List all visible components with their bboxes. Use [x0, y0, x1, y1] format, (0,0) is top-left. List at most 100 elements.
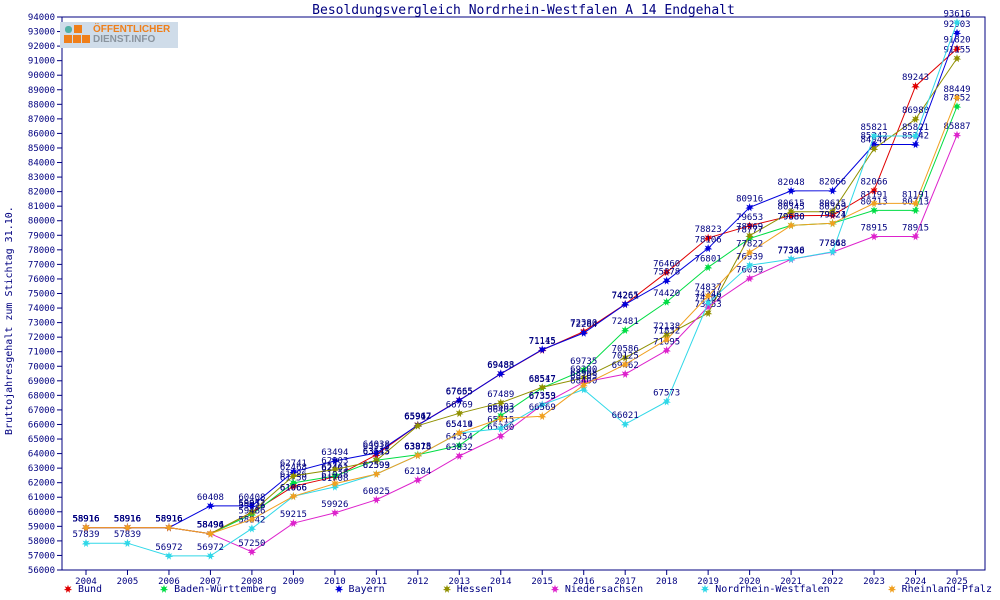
- point-label-bayern: 67655: [446, 387, 473, 397]
- point-label-bayern: 82066: [819, 178, 846, 188]
- x-tick-label: 2018: [656, 577, 678, 587]
- point-label-rheinland-pfalz: 71832: [653, 327, 680, 337]
- data-point-rheinland-pfalz: [206, 529, 215, 538]
- point-label-rheinland-pfalz: 77822: [736, 239, 763, 249]
- data-point-bayern: [579, 328, 588, 337]
- point-label-nordrhein-westfalen: 93616: [943, 10, 970, 20]
- point-label-hessen: 58916: [72, 515, 99, 525]
- y-tick-label: 60000: [28, 508, 55, 518]
- point-label-rheinland-pfalz: 65419: [446, 420, 473, 430]
- legend-label: Nordrhein-Westfalen: [715, 583, 830, 595]
- point-label-bund: 67665: [446, 387, 473, 397]
- legend-item-nordrhein-westfalen: Nordrhein-Westfalen: [699, 583, 830, 595]
- point-label-hessen: 58916: [114, 515, 141, 525]
- data-point-baden-württemberg: [745, 234, 754, 243]
- y-tick-label: 86000: [28, 129, 55, 139]
- point-label-bund: 65962: [404, 412, 431, 422]
- data-point-rheinland-pfalz: [496, 414, 505, 423]
- y-tick-label: 74000: [28, 304, 55, 314]
- point-label-nordrhein-westfalen: 77366: [778, 246, 805, 256]
- data-point-bayern: [952, 28, 962, 37]
- point-label-bayern: 62741: [280, 459, 307, 469]
- data-point-niedersachsen: [455, 451, 464, 460]
- data-point-bayern: [786, 186, 796, 195]
- x-tick-label: 2019: [697, 577, 719, 587]
- data-point-bund: [786, 211, 796, 220]
- y-tick-label: 87000: [28, 115, 55, 125]
- point-label-nordrhein-westfalen: 76939: [736, 252, 763, 262]
- point-label-rheinland-pfalz: 81191: [902, 190, 929, 200]
- data-point-rheinland-pfalz: [81, 523, 91, 532]
- point-label-niedersachsen: 63832: [446, 443, 473, 453]
- data-point-rheinland-pfalz: [952, 93, 962, 102]
- point-label-hessen: 86980: [902, 106, 929, 116]
- legend-marker-icon: [887, 584, 896, 593]
- data-point-rheinland-pfalz: [330, 479, 339, 488]
- data-point-bayern: [206, 501, 215, 510]
- legend-marker-icon: [159, 584, 169, 593]
- data-point-baden-württemberg: [621, 325, 630, 334]
- point-label-bayern: 72284: [570, 320, 597, 330]
- point-label-bayern: 65947: [404, 412, 431, 422]
- point-label-nordrhein-westfalen: 57839: [114, 530, 141, 540]
- data-point-nordrhein-westfalen: [496, 424, 505, 433]
- x-tick-label: 2021: [780, 577, 802, 587]
- y-tick-label: 57000: [28, 551, 55, 561]
- data-point-rheinland-pfalz: [911, 199, 920, 208]
- point-label-rheinland-pfalz: 63878: [404, 442, 431, 452]
- data-point-hessen: [372, 456, 381, 465]
- point-label-baden-württemberg: 58916: [155, 515, 182, 525]
- point-label-hessen: 62903: [321, 457, 348, 467]
- data-point-bayern: [704, 244, 713, 253]
- data-point-bayern: [662, 276, 671, 285]
- data-point-hessen: [704, 308, 713, 317]
- point-label-hessen: 65917: [404, 413, 431, 423]
- data-point-rheinland-pfalz: [828, 219, 837, 228]
- legend-label: Bund: [78, 583, 103, 595]
- point-label-bund: 91820: [943, 36, 970, 46]
- x-tick-label: 2011: [365, 577, 387, 587]
- point-label-hessen: 63515: [363, 448, 390, 458]
- data-point-rheinland-pfalz: [164, 523, 174, 532]
- data-point-rheinland-pfalz: [538, 411, 547, 421]
- data-point-baden-württemberg: [662, 297, 671, 306]
- data-point-bayern: [538, 345, 547, 354]
- data-point-bund: [869, 186, 879, 195]
- point-label-baden-württemberg: 58494: [197, 521, 224, 531]
- point-label-rheinland-pfalz: 88449: [943, 85, 970, 95]
- point-label-nordrhein-westfalen: 85821: [861, 123, 888, 133]
- point-label-niedersachsen: 58916: [114, 515, 141, 525]
- data-point-nordrhein-westfalen: [704, 298, 713, 307]
- point-label-niedersachsen: 67359: [529, 392, 556, 402]
- point-label-rheinland-pfalz: 81191: [861, 190, 888, 200]
- data-point-hessen: [869, 144, 879, 153]
- y-tick-label: 70000: [28, 362, 55, 372]
- x-tick-label: 2025: [946, 577, 968, 587]
- point-label-nordrhein-westfalen: 57839: [72, 530, 99, 540]
- series-line-hessen: [86, 58, 958, 535]
- data-point-rheinland-pfalz: [372, 469, 381, 478]
- data-point-hessen: [662, 330, 671, 339]
- data-point-niedersachsen: [662, 346, 671, 355]
- point-label-nordrhein-westfalen: 62599: [363, 461, 390, 471]
- data-point-rheinland-pfalz: [662, 335, 671, 344]
- x-tick-label: 2017: [614, 577, 636, 587]
- point-label-niedersachsen: 59926: [321, 500, 348, 510]
- series-line-rheinland-pfalz: [86, 97, 958, 535]
- data-point-nordrhein-westfalen: [828, 247, 837, 256]
- point-label-rheinland-pfalz: 59486: [238, 506, 265, 516]
- data-point-nordrhein-westfalen: [662, 397, 671, 406]
- y-tick-label: 80000: [28, 217, 55, 227]
- data-point-rheinland-pfalz: [869, 199, 879, 208]
- site-logo[interactable]: ÖFFENTLICHER DIENST.INFO: [60, 22, 179, 48]
- y-tick-label: 84000: [28, 159, 55, 169]
- data-point-baden-württemberg: [911, 206, 920, 215]
- x-tick-label: 2014: [490, 577, 512, 587]
- y-tick-label: 89000: [28, 86, 55, 96]
- point-label-baden-württemberg: 58916: [114, 515, 141, 525]
- data-point-baden-württemberg: [579, 365, 588, 374]
- point-label-nordrhein-westfalen: 67573: [653, 389, 680, 399]
- point-label-bund: 58916: [114, 515, 141, 525]
- point-label-bayern: 78106: [695, 235, 722, 245]
